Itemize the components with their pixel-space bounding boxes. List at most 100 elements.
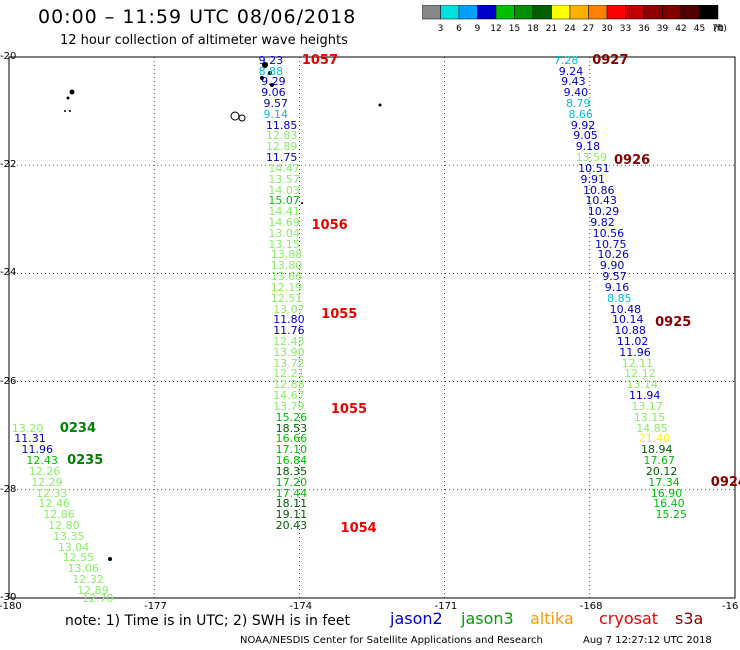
scale-label: 39 <box>657 24 669 34</box>
wave-height-label: 17.10 <box>275 443 308 457</box>
wave-height-label: 12.11 <box>621 356 654 370</box>
pass-time-label: 1057 <box>301 52 338 68</box>
wave-height-label: 9.29 <box>261 75 286 89</box>
graticule <box>9 57 735 598</box>
wave-height-label: 14.69 <box>268 216 300 229</box>
wave-height-label: 12.19 <box>270 280 303 294</box>
y-tick-label: -26 <box>0 375 17 387</box>
wave-height-label: 10.48 <box>609 302 642 316</box>
map-title: 00:00 – 11:59 UTC 08/06/2018 <box>38 6 357 28</box>
x-tick-label: -174 <box>289 601 313 612</box>
island <box>64 110 66 112</box>
wave-height-label: 11.94 <box>628 389 661 403</box>
wave-height-label: 13.66 <box>270 270 303 284</box>
map-subtitle: 12 hour collection of altimeter wave hei… <box>60 33 348 48</box>
credit-line: NOAA/NESDIS Center for Satellite Applica… <box>240 635 543 646</box>
wave-height-label: 12.51 <box>270 291 303 305</box>
wave-height-label: 8.85 <box>607 291 632 305</box>
wave-height-label: 10.14 <box>612 313 644 327</box>
wave-height-label: 17.44 <box>275 486 308 500</box>
wave-height-label: 15.26 <box>275 410 308 424</box>
wave-height-label: 12.46 <box>38 497 70 511</box>
wave-height-label: 9.16 <box>604 280 630 294</box>
wave-height-label: 21.40 <box>638 432 671 446</box>
wave-height-label: 10.86 <box>582 183 615 197</box>
pass-time-label: 1056 <box>311 217 348 233</box>
wave-height-label: 13.80 <box>270 259 303 273</box>
island <box>69 110 71 112</box>
wave-height-label: 10.51 <box>578 161 610 175</box>
wave-height-label: 13.17 <box>631 399 663 413</box>
wave-height-label: 14.41 <box>268 205 300 219</box>
wave-height-label: 11.96 <box>619 345 651 359</box>
x-tick-label: -16 <box>722 601 739 612</box>
wave-height-label: 12.43 <box>26 454 58 468</box>
wave-height-label: 10.29 <box>587 205 620 219</box>
scale-label: 70 <box>712 24 724 34</box>
generated-timestamp: Aug 7 12:27:12 UTC 2018 <box>583 635 712 646</box>
wave-height-label: 12.32 <box>72 573 104 587</box>
wave-height-label: 11.76 <box>273 324 305 338</box>
wave-height-label: 16.40 <box>653 497 685 511</box>
footnote: note: 1) Time is in UTC; 2) SWH is in fe… <box>65 613 351 629</box>
wave-height-label: 12.55 <box>62 551 95 565</box>
wave-height-label: 10.43 <box>585 194 617 208</box>
pass-time-label: 0924 <box>710 474 740 490</box>
wave-height-label: 12.12 <box>624 367 656 381</box>
wave-height-label: 12.80 <box>48 518 80 532</box>
wave-height-label: 16.66 <box>275 432 308 446</box>
island <box>260 76 264 80</box>
wave-height-label: 14.85 <box>636 421 668 435</box>
wave-height-label: 12.70 <box>82 592 114 605</box>
pass-time-label: 1054 <box>340 520 377 536</box>
satellite-legend-cryosat: cryosat <box>599 609 659 628</box>
satellite-legend-s3a: s3a <box>675 609 704 628</box>
wave-height-label: 9.57 <box>263 96 289 110</box>
wave-height-label: 13.20 <box>11 421 44 435</box>
wave-height-label: 17.34 <box>648 475 680 489</box>
scale-label: 9 <box>475 24 481 34</box>
wave-height-label: 7.28 <box>553 53 579 67</box>
wave-height-label: 13.72 <box>273 356 305 370</box>
wave-height-label: 8.88 <box>258 64 284 78</box>
island <box>378 103 382 107</box>
scale-label: 45 <box>694 24 705 34</box>
wave-height-label: 16.90 <box>650 486 683 500</box>
wave-height-label: 14.03 <box>268 183 300 197</box>
wave-height-label: 14.47 <box>268 161 300 175</box>
pass-time-label: 0926 <box>614 152 651 168</box>
wave-height-label: 13.59 <box>575 151 608 165</box>
wave-height-label: 13.06 <box>67 562 100 576</box>
y-tick-label: -28 <box>0 483 17 495</box>
scale-label: 24 <box>564 24 576 34</box>
y-tick-label: -20 <box>0 51 17 62</box>
wave-height-label: 12.86 <box>43 508 75 522</box>
color-scale-legend: 3 6 9 12 15 18 21 24 27 30 33 36 39 42 45 70(ft) <box>422 5 727 34</box>
wave-height-label: 9.14 <box>263 107 289 121</box>
wave-height-label: 13.14 <box>626 378 659 392</box>
wave-height-label: 9.91 <box>580 172 606 186</box>
y-tick-label: -30 <box>0 592 17 603</box>
pass-time-label: 0927 <box>592 52 629 68</box>
wave-height-label: 13.57 <box>268 172 300 186</box>
wave-height-label: 9.18 <box>575 140 601 154</box>
wave-height-label: 9.23 <box>258 53 284 67</box>
pass-time-label: 1055 <box>330 401 368 417</box>
x-tick-label: -177 <box>144 601 167 612</box>
wave-height-label: 19.11 <box>275 508 308 522</box>
wave-height-label: 18.11 <box>275 497 308 511</box>
satellite-legend-jason3: jason3 <box>461 609 514 628</box>
wave-height-label: 9.90 <box>599 259 625 273</box>
island <box>301 202 303 204</box>
wave-height-label: 9.43 <box>561 75 586 89</box>
wave-height-label: 13.04 <box>57 540 90 554</box>
wave-height-label: 15.07 <box>268 194 300 208</box>
wave-height-label: 10.88 <box>614 324 646 338</box>
island <box>268 71 272 75</box>
wave-height-label: 15.25 <box>655 508 688 522</box>
wave-height-label: 13.15 <box>633 410 666 424</box>
wave-height-label: 9.05 <box>573 129 598 143</box>
wave-height-label: 11.85 <box>265 118 298 132</box>
wave-height-label: 13.79 <box>273 399 305 413</box>
